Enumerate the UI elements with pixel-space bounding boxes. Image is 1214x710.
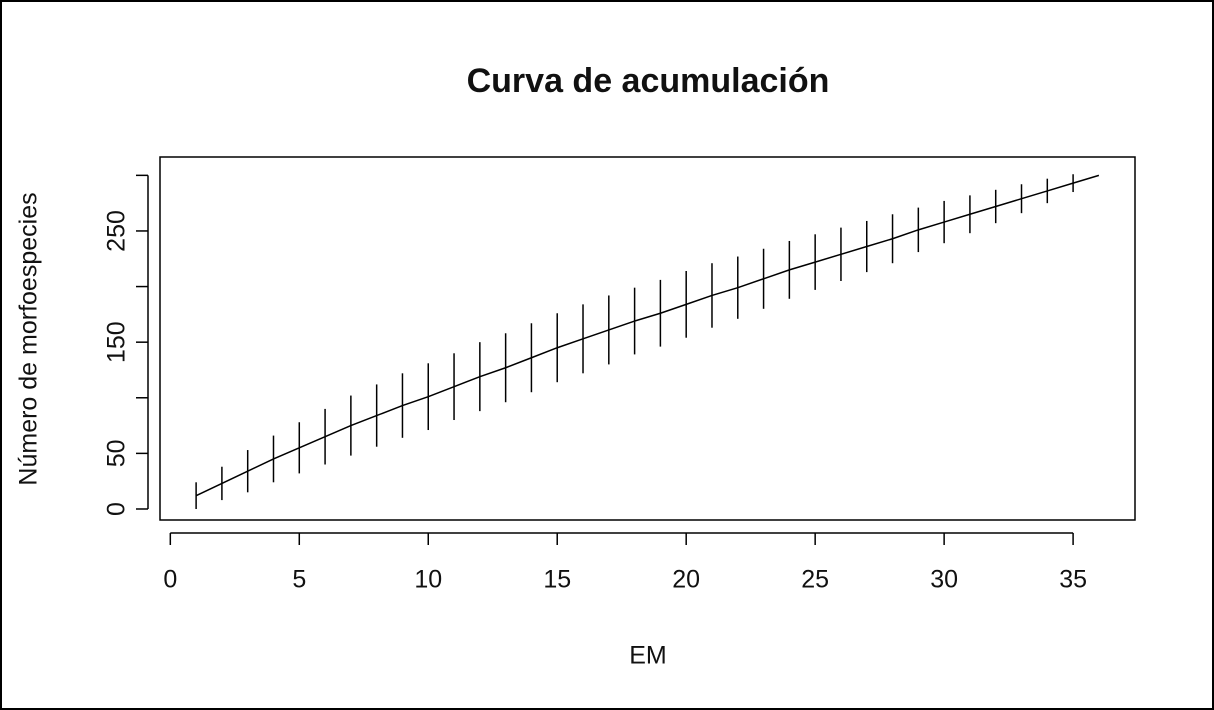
chart-title: Curva de acumulación (467, 62, 830, 100)
x-tick-label: 15 (543, 566, 571, 594)
plot-box (159, 156, 1136, 521)
x-tick-label: 30 (930, 566, 958, 594)
x-tick-label: 5 (292, 566, 306, 594)
x-tick-label: 0 (163, 566, 177, 594)
y-tick-label: 0 (103, 502, 131, 516)
y-axis-label: Número de morfoespecies (15, 192, 43, 485)
x-tick-label: 10 (414, 566, 442, 594)
x-axis-label: EM (629, 642, 667, 670)
y-tick-label: 250 (103, 210, 131, 252)
x-tick-label: 20 (672, 566, 700, 594)
x-tick-label: 35 (1059, 566, 1087, 594)
x-tick-label: 25 (801, 566, 829, 594)
data-line (195, 174, 1100, 497)
y-tick-label: 50 (103, 439, 131, 467)
y-tick-label: 150 (103, 321, 131, 363)
